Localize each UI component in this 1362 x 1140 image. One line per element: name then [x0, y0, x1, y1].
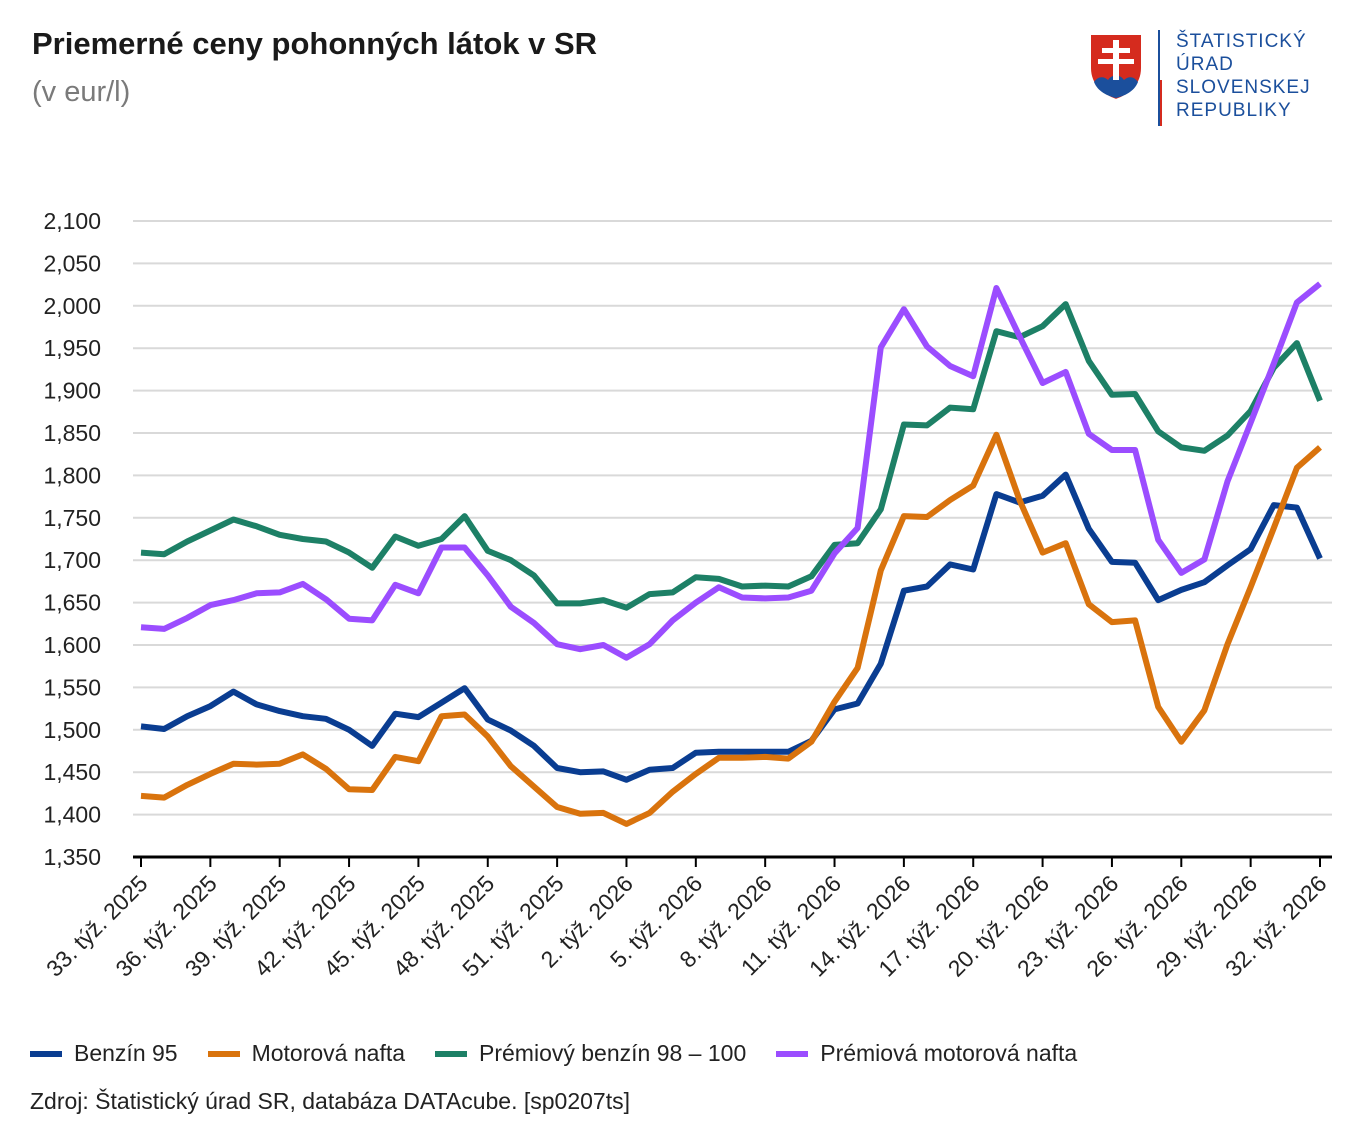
- chart-legend: Benzín 95 Motorová nafta Prémiový benzín…: [30, 1040, 1107, 1067]
- y-tick-label: 1,650: [43, 590, 101, 616]
- y-tick-label: 1,350: [43, 844, 101, 870]
- legend-swatch: [776, 1050, 809, 1057]
- logo-divider-red: [1160, 80, 1162, 126]
- slovak-coat-of-arms-icon: [1089, 33, 1143, 102]
- y-tick-label: 1,500: [43, 717, 101, 743]
- series-line-premium_nafta: [140, 281, 1322, 661]
- chart-subtitle: (v eur/l): [32, 76, 131, 108]
- y-tick-label: 1,800: [43, 462, 101, 488]
- logo-text-line: REPUBLIKY: [1176, 100, 1292, 121]
- legend-label: Prémiová motorová nafta: [820, 1040, 1078, 1066]
- legend-label: Benzín 95: [74, 1040, 178, 1066]
- y-tick-label: 2,000: [43, 293, 101, 319]
- y-tick-label: 1,600: [43, 632, 101, 658]
- series-line-premium_benzin: [140, 301, 1323, 611]
- logo-divider: [1158, 30, 1160, 126]
- legend-item-benzin95: Benzín 95: [30, 1040, 178, 1067]
- legend-item-premium-nafta: Prémiová motorová nafta: [776, 1040, 1077, 1067]
- chart-title: Priemerné ceny pohonných látok v SR: [32, 26, 598, 61]
- legend-label: Prémiový benzín 98 – 100: [479, 1040, 747, 1066]
- legend-label: Motorová nafta: [251, 1040, 406, 1066]
- logo-text-line: ÚRAD: [1176, 54, 1234, 75]
- series-line-nafta: [140, 431, 1322, 827]
- y-tick-label: 1,950: [43, 335, 101, 361]
- y-tick-label: 1,850: [43, 420, 101, 446]
- logo-text: ŠTATISTICKÝ ÚRAD SLOVENSKEJ REPUBLIKY: [1176, 30, 1311, 122]
- y-tick-label: 1,550: [43, 674, 101, 700]
- legend-swatch: [30, 1050, 62, 1057]
- y-tick-label: 1,700: [43, 547, 101, 573]
- y-tick-label: 1,400: [43, 802, 101, 828]
- y-tick-label: 2,050: [43, 250, 101, 276]
- logo-text-line: ŠTATISTICKÝ: [1176, 31, 1307, 52]
- y-tick-label: 2,100: [43, 208, 101, 234]
- series-line-benzin95: [140, 471, 1323, 783]
- logo-text-line: SLOVENSKEJ: [1176, 77, 1311, 98]
- source-note: Zdroj: Štatistický úrad SR, databáza DAT…: [30, 1088, 630, 1114]
- legend-swatch: [207, 1050, 240, 1057]
- legend-item-nafta: Motorová nafta: [207, 1040, 406, 1067]
- line-chart: 1,350 1,400 1,450 1,500 1,550 1,600 1,650 1,700…: [41, 208, 1332, 982]
- legend-swatch: [435, 1050, 468, 1057]
- y-tick-label: 1,900: [43, 378, 101, 404]
- statistical-office-logo: ŠTATISTICKÝ ÚRAD SLOVENSKEJ REPUBLIKY: [1088, 30, 1348, 130]
- y-tick-label: 1,750: [43, 505, 101, 531]
- y-tick-label: 1,450: [43, 759, 101, 785]
- legend-item-premium-benzin: Prémiový benzín 98 – 100: [435, 1040, 746, 1067]
